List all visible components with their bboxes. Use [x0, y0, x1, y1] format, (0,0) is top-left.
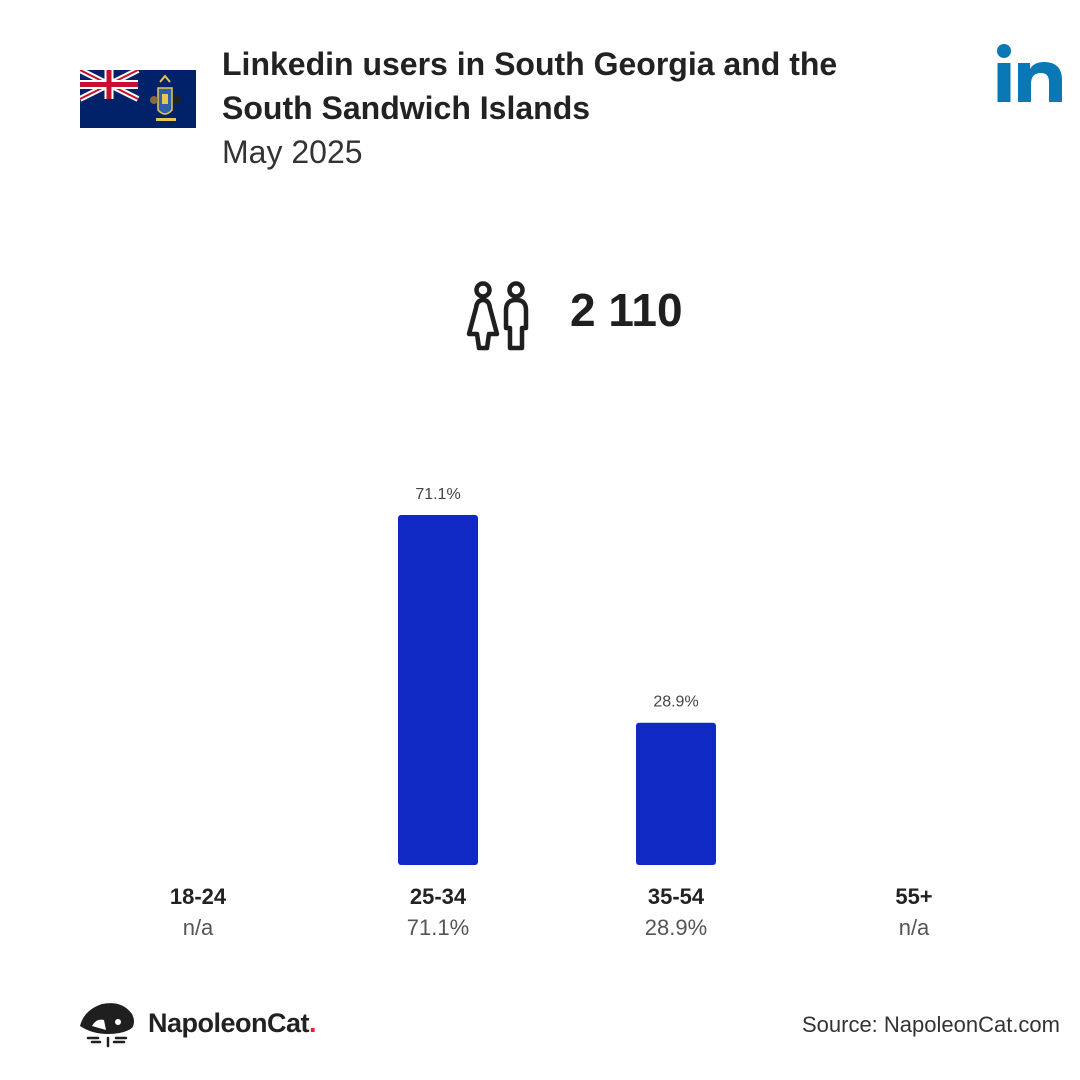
category-label: 25-34: [409, 884, 467, 909]
category-label: 55+: [895, 884, 933, 909]
bar-data-label: 28.9%: [653, 694, 698, 711]
category-25-34: 25-34 71.1%: [368, 882, 508, 944]
category-label: 18-24: [169, 884, 227, 909]
total-users-value: 2 110: [570, 284, 683, 336]
people-icon: [466, 281, 529, 351]
category-value: n/a: [182, 915, 214, 940]
category-value: n/a: [898, 915, 930, 940]
source-text: Source: NapoleonCat.com: [801, 1012, 1060, 1037]
category-label: 35-54: [647, 884, 705, 909]
category-35-54: 35-54 28.9%: [606, 882, 746, 944]
bar-25-34: [398, 515, 478, 865]
chart-title: Linkedin users in South Georgia and the …: [222, 46, 838, 126]
category-55-plus: 55+ n/a: [844, 882, 984, 944]
category-18-24: 18-24 n/a: [128, 882, 268, 944]
brand-name-text: NapoleonCat: [148, 1008, 310, 1038]
brand-dot: .: [309, 1008, 317, 1038]
category-value: 71.1%: [406, 915, 470, 940]
flag-icon: [80, 70, 196, 128]
brand-name: NapoleonCat.: [148, 1008, 317, 1039]
chart-subtitle: May 2025: [222, 134, 363, 170]
bar-35-54: [636, 722, 716, 865]
linkedin-logo-icon: [997, 44, 1062, 102]
napoleoncat-logo-icon: [80, 1003, 134, 1048]
category-value: 28.9%: [644, 915, 708, 940]
bar-data-label: 71.1%: [415, 486, 460, 503]
